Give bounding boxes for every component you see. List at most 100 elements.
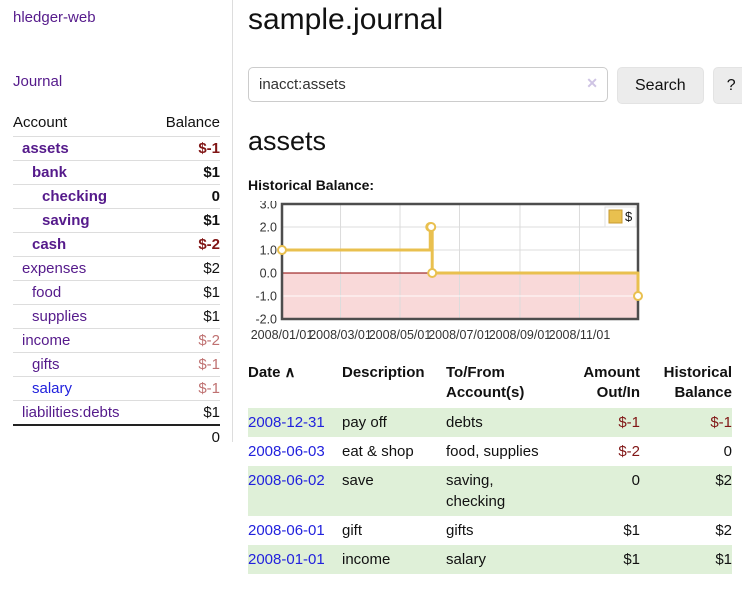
- register-row: 2008-12-31 pay off debts $-1 $-1: [248, 407, 732, 437]
- transaction-accounts: food, supplies: [446, 442, 539, 460]
- account-link-bank[interactable]: bank: [32, 164, 68, 181]
- register-header-row: Date ∧ Description To/From Account(s) Amo…: [248, 361, 732, 408]
- register-header-description: Description: [342, 364, 425, 381]
- sidebar-item-journal[interactable]: Journal: [13, 73, 63, 90]
- sort-asc-icon: ∧: [284, 364, 296, 381]
- search-box: ✕: [248, 67, 608, 104]
- register-header-date[interactable]: Date ∧: [248, 364, 296, 381]
- register-row: 2008-06-01 gift gifts $1 $2: [248, 516, 732, 545]
- account-balance: $1: [203, 164, 220, 181]
- account-row-cash: cash $-2: [13, 232, 220, 257]
- register-row: 2008-06-03 eat & shop food, supplies $-2…: [248, 437, 732, 466]
- account-balance: $1: [203, 212, 220, 229]
- chart-title: Historical Balance:: [248, 177, 375, 193]
- account-row-gifts: gifts $-1: [13, 352, 220, 377]
- register-row: 2008-06-02 save saving, checking 0 $2: [248, 465, 732, 516]
- page-title: sample.journal: [248, 3, 444, 36]
- help-button[interactable]: ?: [712, 67, 742, 104]
- account-row-supplies: supplies $1: [13, 304, 220, 329]
- historical-balance-chart: $3.0 2.0 1.0 0.0 -1.0 -2.0 2008/01/01 2008/03/0…: [248, 198, 742, 345]
- account-row-assets: assets $-1: [13, 136, 220, 161]
- svg-text:2008/03/01: 2008/03/01: [309, 328, 372, 342]
- transaction-description: income: [342, 550, 391, 568]
- account-balance: $-1: [198, 380, 220, 397]
- transaction-balance: $-1: [710, 413, 732, 431]
- transaction-description: save: [342, 471, 374, 489]
- account-link-checking[interactable]: checking: [42, 188, 108, 205]
- transaction-balance: $1: [715, 550, 732, 568]
- svg-text:2.0: 2.0: [260, 221, 277, 235]
- transaction-balance: 0: [723, 442, 732, 460]
- account-link-assets[interactable]: assets: [22, 140, 69, 157]
- transaction-date-link[interactable]: 2008-06-03: [248, 442, 325, 460]
- transaction-accounts: salary: [446, 550, 487, 568]
- sidebar: hledger-web Journal Account Balance asse…: [0, 0, 233, 446]
- transaction-date-link[interactable]: 2008-06-01: [248, 521, 325, 539]
- transaction-accounts: saving, checking: [446, 471, 506, 510]
- transaction-description: eat & shop: [342, 442, 414, 460]
- transaction-accounts: debts: [446, 413, 483, 431]
- transaction-description: gift: [342, 521, 363, 539]
- accounts-table: Account Balance assets $-1 bank $1 check…: [13, 111, 220, 449]
- accounts-table-header-row: Account Balance: [13, 111, 220, 137]
- account-link-salary[interactable]: salary: [32, 380, 73, 397]
- account-link-gifts[interactable]: gifts: [32, 356, 60, 373]
- account-link-food[interactable]: food: [32, 284, 62, 301]
- account-row-checking: checking 0: [13, 184, 220, 209]
- account-row-expenses: expenses $2: [13, 256, 220, 281]
- svg-text:0.0: 0.0: [260, 267, 277, 281]
- account-row-saving: saving $1: [13, 208, 220, 233]
- account-balance: $-2: [198, 236, 220, 253]
- transaction-accounts: gifts: [446, 521, 474, 539]
- svg-text:3.0: 3.0: [260, 201, 277, 212]
- svg-text:2008/01/01: 2008/01/01: [251, 328, 314, 342]
- transaction-date-link[interactable]: 2008-06-02: [248, 471, 325, 489]
- account-balance: $-2: [198, 332, 220, 349]
- transaction-amount: 0: [631, 471, 640, 489]
- account-link-expenses[interactable]: expenses: [22, 260, 87, 277]
- register-header-amount: Amount Out/In: [583, 364, 640, 402]
- account-row-liabilities-debts: liabilities:debts $1: [13, 400, 220, 426]
- svg-text:-2.0: -2.0: [255, 313, 277, 327]
- account-balance: $-1: [198, 356, 220, 373]
- search-button[interactable]: Search: [617, 67, 704, 104]
- svg-text:2008/09/01: 2008/09/01: [489, 328, 552, 342]
- svg-text:1.0: 1.0: [260, 244, 277, 258]
- account-link-cash[interactable]: cash: [32, 236, 67, 253]
- register-table: Date ∧ Description To/From Account(s) Amo…: [248, 361, 732, 574]
- svg-text:$: $: [625, 209, 633, 224]
- accounts-total-value: 0: [211, 429, 220, 446]
- transaction-description: pay off: [342, 413, 387, 431]
- search-form: ✕ Search ?: [248, 67, 742, 104]
- account-heading: assets: [248, 126, 327, 156]
- search-input[interactable]: [248, 67, 608, 102]
- account-link-saving[interactable]: saving: [42, 212, 90, 229]
- svg-text:2008/05/01: 2008/05/01: [369, 328, 432, 342]
- account-balance: $1: [203, 404, 220, 421]
- transaction-balance: $2: [715, 521, 732, 539]
- transaction-amount: $1: [623, 550, 640, 568]
- transaction-balance: $2: [715, 471, 732, 489]
- svg-text:2008/11/01: 2008/11/01: [549, 328, 611, 342]
- account-row-income: income $-2: [13, 328, 220, 353]
- clear-search-icon[interactable]: ✕: [586, 75, 598, 91]
- account-link-liabilities-debts[interactable]: liabilities:debts: [22, 404, 120, 421]
- account-balance: 0: [211, 188, 220, 205]
- transaction-date-link[interactable]: 2008-12-31: [248, 413, 325, 431]
- app-brand-link[interactable]: hledger-web: [13, 9, 96, 26]
- transaction-amount: $1: [623, 521, 640, 539]
- account-link-supplies[interactable]: supplies: [32, 308, 88, 325]
- transaction-date-link[interactable]: 2008-01-01: [248, 550, 325, 568]
- svg-text:-1.0: -1.0: [255, 290, 277, 304]
- register-row: 2008-01-01 income salary $1 $1: [248, 544, 732, 574]
- account-link-income[interactable]: income: [22, 332, 71, 349]
- account-row-salary: salary $-1: [13, 376, 220, 401]
- account-balance: $2: [203, 260, 220, 277]
- account-balance: $1: [203, 284, 220, 301]
- accounts-header-balance: Balance: [165, 114, 220, 131]
- transaction-amount: $-2: [618, 442, 640, 460]
- register-header-accounts: To/From Account(s): [446, 364, 525, 402]
- account-balance: $-1: [198, 140, 220, 157]
- accounts-total-row: 0: [13, 425, 220, 449]
